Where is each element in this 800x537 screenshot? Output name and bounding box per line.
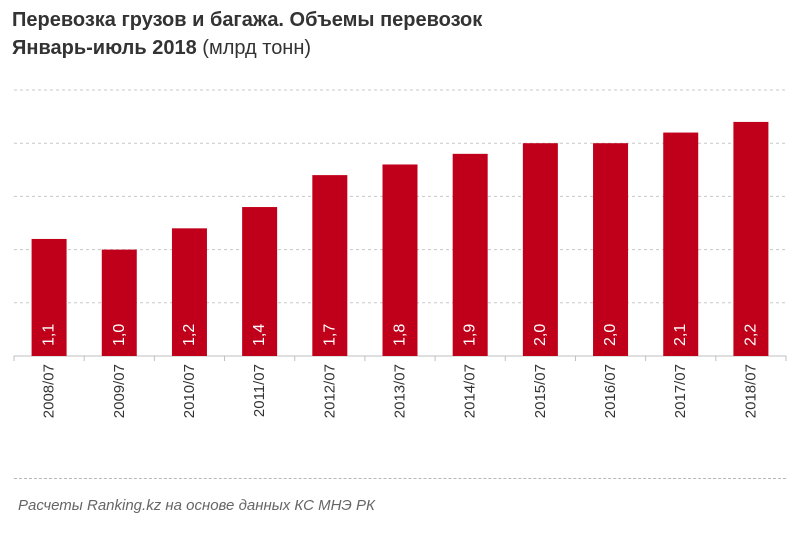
- chart-subtitle: Январь-июль 2018 (млрд тонн): [12, 34, 792, 62]
- x-tick-label: 2012/07: [321, 364, 338, 418]
- bar-value-label: 1,7: [321, 324, 338, 346]
- bar-value-label: 1,0: [111, 324, 128, 346]
- bar-value-label: 2,0: [602, 324, 619, 346]
- x-tick-label: 2017/07: [672, 364, 689, 418]
- bar: [101, 249, 137, 356]
- chart-title: Перевозка грузов и багажа. Объемы перево…: [12, 9, 483, 31]
- bar: [312, 175, 348, 356]
- x-tick-label: 2018/07: [742, 364, 759, 418]
- x-tick-label: 2011/07: [251, 364, 268, 417]
- bar-value-label: 1,9: [462, 324, 479, 346]
- x-tick-label: 2013/07: [392, 364, 409, 418]
- bar-value-label: 1,1: [41, 324, 58, 346]
- x-tick-label: 2014/07: [462, 364, 479, 418]
- bar: [171, 228, 207, 356]
- bar-value-label: 2,0: [532, 324, 549, 346]
- bar-chart: 1,1 2008/07 1,0 2009/07 1,2 2010/07 1,4 2011/07…: [13, 89, 787, 418]
- bar-value-label: 1,4: [251, 324, 268, 346]
- bar: [31, 238, 67, 356]
- subtitle-period: Январь-июль 2018: [12, 37, 197, 59]
- x-tick-label: 2010/07: [181, 364, 198, 418]
- bar: [522, 143, 558, 356]
- bar-value-label: 1,2: [181, 324, 198, 346]
- bar: [593, 143, 629, 356]
- bar: [242, 207, 278, 356]
- source-note: Расчеты Ranking.kz на основе данных КС М…: [18, 497, 375, 514]
- subtitle-unit: (млрд тонн): [202, 37, 312, 59]
- bar-value-label: 1,8: [392, 324, 409, 346]
- bar: [382, 164, 418, 356]
- x-tick-label: 2015/07: [532, 364, 549, 418]
- x-tick-label: 2009/07: [111, 364, 128, 418]
- x-tick-label: 2016/07: [602, 364, 619, 418]
- bar-value-label: 2,1: [672, 324, 689, 346]
- bar: [733, 121, 769, 356]
- x-tick-label: 2008/07: [41, 364, 58, 418]
- bar: [452, 153, 488, 356]
- bar-value-label: 2,2: [742, 324, 759, 346]
- chart-title-block: Перевозка грузов и багажа. Объемы перево…: [12, 6, 792, 62]
- footer-divider: [14, 478, 786, 479]
- bar: [663, 132, 699, 356]
